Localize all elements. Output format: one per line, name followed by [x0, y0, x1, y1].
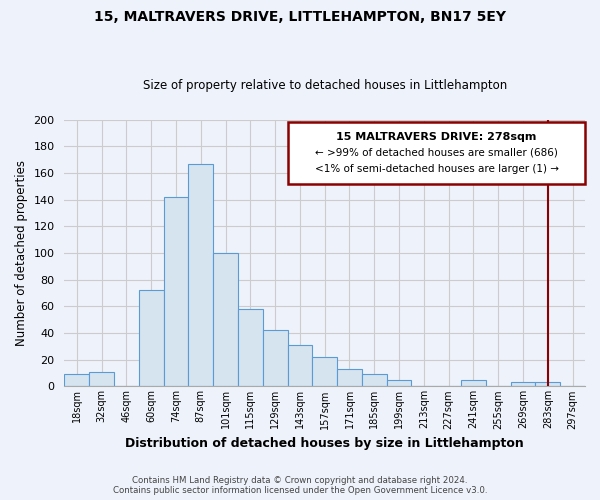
Bar	[461, 380, 486, 386]
Bar	[213, 253, 238, 386]
Bar	[188, 164, 213, 386]
X-axis label: Distribution of detached houses by size in Littlehampton: Distribution of detached houses by size …	[125, 437, 524, 450]
Bar	[139, 290, 164, 386]
Bar	[64, 374, 89, 386]
Title: Size of property relative to detached houses in Littlehampton: Size of property relative to detached ho…	[143, 79, 507, 92]
Bar	[313, 357, 337, 386]
Bar	[238, 309, 263, 386]
Bar	[263, 330, 287, 386]
Text: 15, MALTRAVERS DRIVE, LITTLEHAMPTON, BN17 5EY: 15, MALTRAVERS DRIVE, LITTLEHAMPTON, BN1…	[94, 10, 506, 24]
FancyBboxPatch shape	[288, 122, 585, 184]
Text: <1% of semi-detached houses are larger (1) →: <1% of semi-detached houses are larger (…	[314, 164, 559, 173]
Bar	[164, 197, 188, 386]
Bar	[287, 345, 313, 387]
Bar	[337, 369, 362, 386]
Bar	[535, 382, 560, 386]
Text: ← >99% of detached houses are smaller (686): ← >99% of detached houses are smaller (6…	[315, 148, 558, 158]
Bar	[386, 380, 412, 386]
Bar	[511, 382, 535, 386]
Text: Contains HM Land Registry data © Crown copyright and database right 2024.
Contai: Contains HM Land Registry data © Crown c…	[113, 476, 487, 495]
Text: 15 MALTRAVERS DRIVE: 278sqm: 15 MALTRAVERS DRIVE: 278sqm	[337, 132, 537, 141]
Bar	[362, 374, 386, 386]
Y-axis label: Number of detached properties: Number of detached properties	[15, 160, 28, 346]
Bar	[89, 372, 114, 386]
